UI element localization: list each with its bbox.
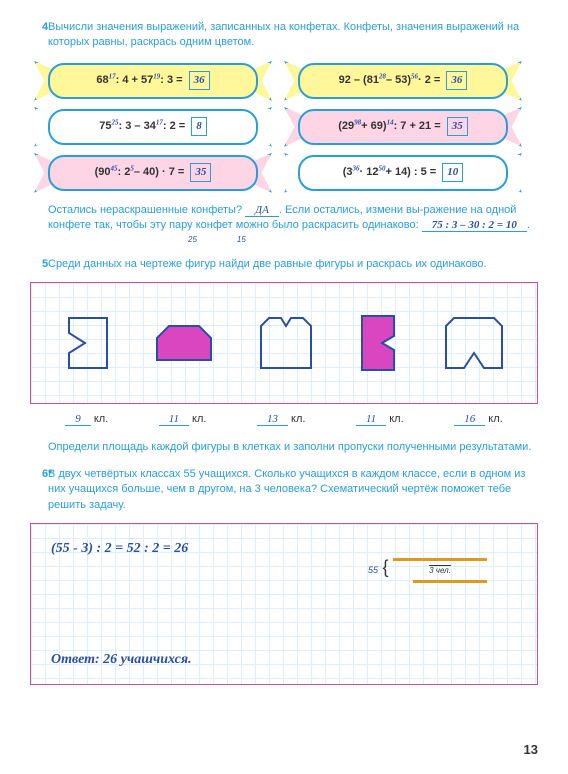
task5-number: 5 <box>42 257 48 272</box>
candy-expr: 6817: 4 + 5719: 3 = 36 <box>96 71 209 90</box>
candy-body: (2998+ 69)14: 7 + 21 = 35 <box>298 109 508 145</box>
cells-row: 9 кл. 11 кл. 13 кл. 11 кл. 16 кл. <box>30 412 538 427</box>
candy-body: 6817: 4 + 5719: 3 = 36 <box>48 63 258 99</box>
candy-expr: (9045: 25– 40) · 7 = 35 <box>95 163 212 182</box>
shape-3 <box>251 308 321 378</box>
candy-expr: (2998+ 69)14: 7 + 21 = 35 <box>338 117 467 136</box>
task5-text2: Определи площадь каждой фигуры в клетках… <box>48 440 538 455</box>
candy-body: (9045: 25– 40) · 7 = 35 <box>48 155 258 191</box>
remain-question: Остались нераскрашенные конфеты? <box>48 204 242 216</box>
candy: 6817: 4 + 5719: 3 = 36 <box>48 61 258 101</box>
candy: 92 – (8128– 53)56· 2 = 36 <box>298 61 508 101</box>
page: 4 Вычисли значения выражений, записанных… <box>0 0 568 774</box>
mod-sub2: 15 <box>237 235 246 244</box>
candy-body: 92 – (8128– 53)56· 2 = 36 <box>298 63 508 99</box>
mod-expression: 75 : 3 – 30 : 2 = 10 <box>422 219 527 232</box>
cell-answer: 13 кл. <box>257 412 305 427</box>
shape-2 <box>149 318 219 368</box>
diagram-total: 55 <box>368 565 378 575</box>
candy-expr: 7525: 3 – 3417: 2 = 8 <box>99 117 206 136</box>
candy-body: (336· 1250+ 14) : 5 = 10 <box>298 155 508 191</box>
candy: (336· 1250+ 14) : 5 = 10 <box>298 153 508 193</box>
solution-grid: (55 - 3) : 2 = 52 : 2 = 26 55 { 3 чел. О… <box>30 523 538 685</box>
task6-equation: (55 - 3) : 2 = 52 : 2 = 26 <box>51 539 188 559</box>
cell-answer: 9 кл. <box>65 412 108 427</box>
task6-number: 6* <box>42 467 52 482</box>
cell-answer: 11 кл. <box>356 412 404 427</box>
diagram-diff: 3 чел. <box>393 565 487 576</box>
candy: 7525: 3 – 3417: 2 = 8 <box>48 107 258 147</box>
task4-remain: Остались нераскрашенные конфеты? ДА. Есл… <box>48 203 538 245</box>
candy: (9045: 25– 40) · 7 = 35 <box>48 153 258 193</box>
diagram-bar-short <box>413 580 487 583</box>
candy-row: 7525: 3 – 3417: 2 = 8 (2998+ 69)14: 7 + … <box>48 107 538 147</box>
task4-text: Вычисли значения выражений, записанных н… <box>48 20 538 51</box>
diagram-bar-long <box>393 558 487 561</box>
page-number: 13 <box>524 741 538 759</box>
cell-answer: 16 кл. <box>454 412 502 427</box>
candy-body: 7525: 3 – 3417: 2 = 8 <box>48 109 258 145</box>
task4-number: 4 <box>42 20 48 35</box>
candy-expr: 92 – (8128– 53)56· 2 = 36 <box>339 71 468 90</box>
task6-text: В двух четвёртых классах 55 учащихся. Ск… <box>48 467 538 513</box>
candy: (2998+ 69)14: 7 + 21 = 35 <box>298 107 508 147</box>
shape-5 <box>436 308 511 378</box>
task5-text: Среди данных на чертеже фигур найди две … <box>48 257 538 272</box>
candy-expr: (336· 1250+ 14) : 5 = 10 <box>343 163 464 182</box>
candy-row: 6817: 4 + 5719: 3 = 36 92 – (8128– 53)56… <box>48 61 538 101</box>
shape-4 <box>354 308 404 378</box>
remain-answer: ДА <box>245 204 279 217</box>
task6-answer: Ответ: 26 учашчихся. <box>51 650 517 670</box>
task6-diagram: 55 { 3 чел. <box>368 554 487 587</box>
candy-row: (9045: 25– 40) · 7 = 35 (336· 1250+ 14) … <box>48 153 538 193</box>
shape-1 <box>57 308 117 378</box>
shapes-grid <box>30 282 538 404</box>
cell-answer: 11 кл. <box>159 412 207 427</box>
mod-sub1: 25 <box>188 235 197 244</box>
